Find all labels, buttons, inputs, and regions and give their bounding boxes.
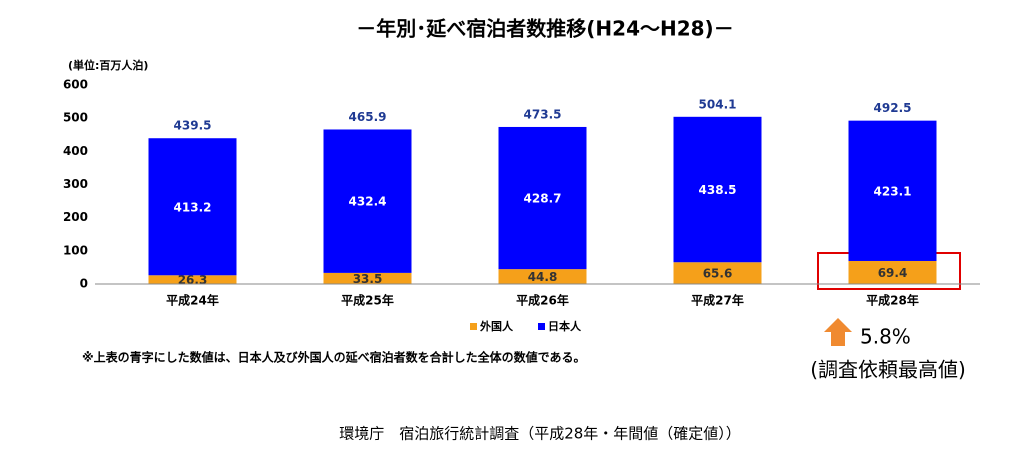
x-tick-label: 平成27年 xyxy=(691,293,744,308)
bar-segment xyxy=(673,116,762,263)
chart-title: －年別･延べ宿泊者数推移(H24～H28)－ xyxy=(356,17,733,41)
total-label: 439.5 xyxy=(174,119,212,133)
legend-swatch xyxy=(470,323,477,330)
y-tick-label: 100 xyxy=(63,243,88,257)
y-unit-label: (単位:百万人泊) xyxy=(68,58,148,72)
value-label: 413.2 xyxy=(174,200,212,214)
note: ※上表の青字にした数値は、日本人及び外国人の延べ宿泊者数を合計した全体の数値であ… xyxy=(82,350,586,365)
value-label: 69.4 xyxy=(878,266,908,280)
bar-segment xyxy=(148,275,237,284)
x-tick-label: 平成25年 xyxy=(341,293,394,308)
value-label: 438.5 xyxy=(699,183,737,197)
bar-segment xyxy=(148,138,237,276)
x-tick-label: 平成24年 xyxy=(166,293,219,308)
y-tick-label: 600 xyxy=(63,78,88,92)
value-label: 432.4 xyxy=(349,195,387,209)
y-tick-label: 500 xyxy=(63,111,88,125)
value-label: 65.6 xyxy=(703,267,733,281)
legend-swatch xyxy=(538,323,545,330)
total-label: 504.1 xyxy=(699,97,737,111)
bar-segment xyxy=(848,120,937,261)
total-label: 473.5 xyxy=(524,107,562,121)
bar-segment xyxy=(498,126,587,270)
y-tick-label: 400 xyxy=(63,144,88,158)
source: 環境庁 宿泊旅行統計調査（平成28年・年間値（確定値）） xyxy=(339,425,741,443)
up-arrow xyxy=(824,318,852,346)
y-tick-label: 300 xyxy=(63,177,88,191)
value-label: 33.5 xyxy=(353,272,383,286)
bar-segment xyxy=(323,272,412,284)
bar-segment xyxy=(498,269,587,284)
y-tick-label: 0 xyxy=(80,277,88,291)
x-tick-label: 平成28年 xyxy=(866,293,919,308)
value-label: 423.1 xyxy=(874,184,912,198)
x-tick-label: 平成26年 xyxy=(516,293,569,308)
bar-segment xyxy=(323,129,412,273)
value-label: 44.8 xyxy=(528,270,558,284)
legend-label: 日本人 xyxy=(548,319,582,333)
value-label: 428.7 xyxy=(524,192,562,206)
y-tick-label: 200 xyxy=(63,210,88,224)
annotation: (調査依頼最高値) xyxy=(810,358,966,382)
annotation: 5.8% xyxy=(860,325,911,349)
bar-segment xyxy=(673,262,762,284)
total-label: 492.5 xyxy=(874,101,912,115)
legend-label: 外国人 xyxy=(479,319,514,333)
bar-segment xyxy=(848,260,937,284)
total-label: 465.9 xyxy=(349,110,387,124)
